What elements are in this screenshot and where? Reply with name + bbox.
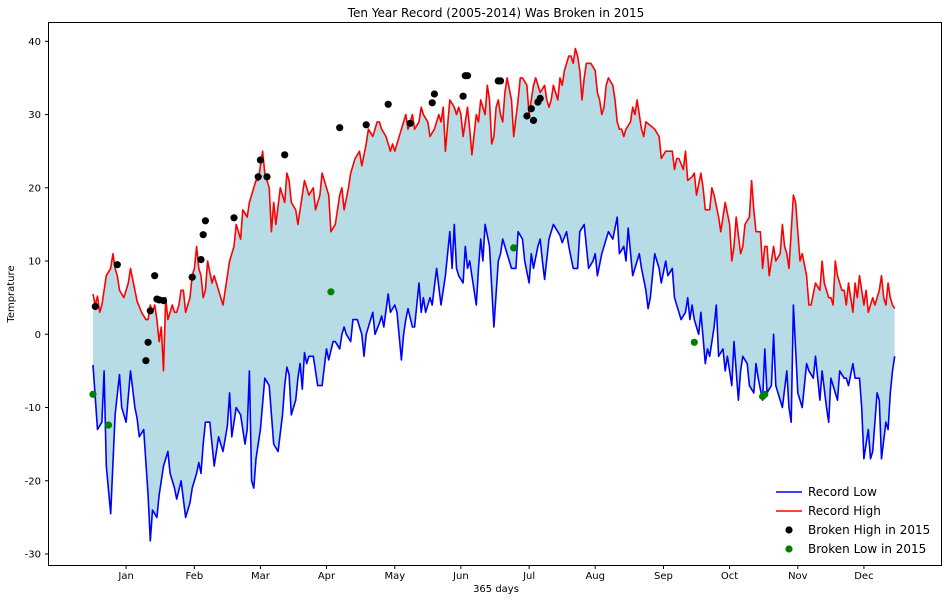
point-broken-low-in-2015 <box>510 244 518 252</box>
point-broken-high-in-2015 <box>406 119 414 127</box>
point-broken-high-in-2015 <box>523 112 531 120</box>
x-tick-label: Nov <box>788 571 808 582</box>
y-tick-label: 40 <box>28 37 41 48</box>
point-broken-low-in-2015 <box>89 390 97 398</box>
point-broken-high-in-2015 <box>463 72 472 80</box>
point-broken-high-in-2015 <box>430 90 438 98</box>
point-broken-high-in-2015 <box>142 357 150 365</box>
point-broken-high-in-2015 <box>91 302 99 311</box>
x-axis-ticks: Jan Feb Mar Apr May Jun Jul Aug Sep Oct Nov Dec <box>117 565 874 582</box>
point-broken-high-in-2015 <box>151 272 159 280</box>
y-axis-ticks: -30 -20 -10 0 10 20 30 40 <box>25 37 49 561</box>
legend: Record Low Record High Broken High in 2015… <box>776 485 930 556</box>
x-tick-label: Sep <box>654 571 673 582</box>
chart-title: Ten Year Record (2005-2014) Was Broken i… <box>347 6 645 20</box>
point-broken-high-in-2015 <box>362 121 370 129</box>
point-broken-high-in-2015 <box>230 214 238 222</box>
legend-label: Broken Low in 2015 <box>808 542 926 556</box>
x-tick-label: Jan <box>117 571 133 582</box>
point-broken-high-in-2015 <box>384 100 392 108</box>
point-broken-low-in-2015 <box>327 288 335 296</box>
legend-label: Record High <box>808 504 881 518</box>
y-tick-label: 10 <box>28 257 41 268</box>
point-broken-high-in-2015 <box>527 105 535 113</box>
point-broken-high-in-2015 <box>536 94 544 102</box>
point-broken-low-in-2015 <box>690 338 698 346</box>
y-axis-label: Temprature <box>6 265 17 323</box>
x-tick-label: May <box>384 571 405 582</box>
point-broken-high-in-2015 <box>336 124 344 132</box>
series-line-record-low <box>92 216 896 542</box>
y-tick-label: -30 <box>25 550 41 561</box>
y-tick-label: 30 <box>28 110 41 121</box>
legend-label: Broken High in 2015 <box>808 523 930 537</box>
legend-swatch <box>785 545 793 553</box>
point-broken-high-in-2015 <box>256 156 264 164</box>
point-broken-high-in-2015 <box>529 116 538 124</box>
point-broken-high-in-2015 <box>113 261 121 269</box>
series-line-record-high <box>92 47 896 372</box>
point-broken-high-in-2015 <box>146 307 154 315</box>
x-axis-label: 365 days <box>473 584 519 595</box>
legend-swatch <box>785 526 793 534</box>
y-tick-label: -20 <box>25 476 41 487</box>
x-tick-label: Aug <box>585 571 605 582</box>
point-broken-high-in-2015 <box>281 151 289 159</box>
point-broken-high-in-2015 <box>428 99 436 107</box>
point-broken-high-in-2015 <box>263 173 271 181</box>
point-broken-high-in-2015 <box>201 217 209 225</box>
y-tick-label: -10 <box>25 403 41 414</box>
x-tick-label: Jul <box>522 571 535 582</box>
point-broken-high-in-2015 <box>159 297 168 305</box>
x-tick-label: Jun <box>452 571 469 582</box>
x-tick-label: Apr <box>318 571 336 582</box>
plot-area <box>89 47 896 542</box>
x-tick-label: Oct <box>721 571 738 582</box>
point-broken-high-in-2015 <box>188 273 196 281</box>
point-broken-high-in-2015 <box>144 338 152 346</box>
record-range-band <box>93 48 895 541</box>
point-broken-high-in-2015 <box>459 92 467 100</box>
y-tick-label: 20 <box>28 183 41 194</box>
point-broken-high-in-2015 <box>197 256 205 264</box>
point-broken-high-in-2015 <box>496 77 505 85</box>
x-tick-label: Mar <box>251 571 271 582</box>
plot-frame <box>48 22 942 566</box>
y-tick-label: 0 <box>35 330 41 341</box>
x-tick-label: Dec <box>854 571 873 582</box>
legend-label: Record Low <box>808 485 877 499</box>
point-broken-high-in-2015 <box>254 173 262 181</box>
x-tick-label: Feb <box>186 571 204 582</box>
point-broken-high-in-2015 <box>199 231 207 239</box>
point-broken-low-in-2015 <box>104 421 113 429</box>
point-broken-low-in-2015 <box>761 390 769 398</box>
